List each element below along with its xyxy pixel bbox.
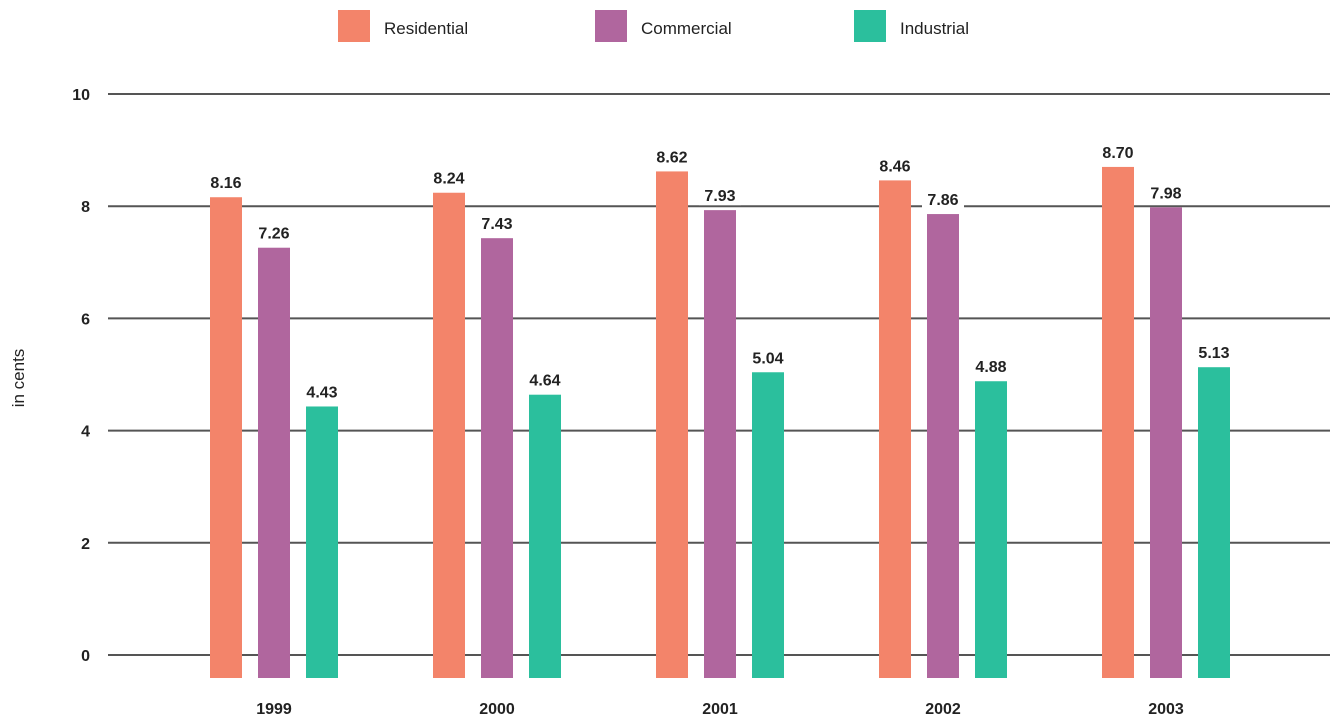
bars [210,166,1230,679]
y-tick-label: 10 [72,87,90,104]
y-axis-ticks: 0 2 4 6 8 10 [72,87,90,665]
legend: Residential Commercial Industrial [338,10,969,42]
bar-industrial-2001 [752,372,784,678]
y-tick-label: 6 [81,311,90,328]
data-label: 4.43 [306,384,337,401]
data-label-background [651,144,693,167]
data-label-background [301,379,343,402]
bar-residential-2000 [433,192,465,678]
x-tick-label: 1999 [256,701,292,718]
bar-commercial-2003 [1150,207,1182,678]
data-label-background [747,345,789,368]
legend-swatch-residential [338,10,370,42]
bar-residential-2001 [656,171,688,678]
data-label-background [922,187,964,210]
bar-commercial-2001 [704,210,736,678]
data-label: 7.98 [1150,185,1181,202]
bar-industrial-2003 [1198,367,1230,678]
data-label: 7.26 [258,226,289,243]
data-label-background [476,211,518,234]
x-tick-label: 2000 [479,701,515,718]
data-label-background [1145,180,1187,203]
data-label: 8.24 [433,171,464,188]
y-tick-label: 2 [81,536,90,553]
data-labels: 8.16 7.26 4.43 8.24 7.43 4.64 8.62 7.93 5.04 8.46… [205,139,1235,402]
data-label-background [1193,340,1235,363]
data-label-background [428,165,470,188]
x-tick-label: 2003 [1148,701,1184,718]
data-label-background [1097,139,1139,162]
y-axis-title: in cents [9,349,28,408]
x-tick-label: 2002 [925,701,961,718]
data-label-background [205,170,247,193]
legend-label-industrial: Industrial [900,19,969,38]
bar-commercial-2002 [927,214,959,678]
bar-commercial-2000 [481,238,513,678]
bar-industrial-1999 [306,406,338,678]
data-label-background [874,153,916,176]
bar-industrial-2000 [529,394,561,678]
data-label-background [970,354,1012,377]
legend-label-commercial: Commercial [641,19,732,38]
data-label-background [253,220,295,243]
y-tick-label: 4 [81,424,90,441]
data-label: 5.13 [1198,345,1229,362]
data-label: 7.86 [927,192,958,209]
y-tick-label: 8 [81,199,90,216]
legend-label-residential: Residential [384,19,468,38]
data-label-background [524,367,566,390]
data-label: 4.64 [529,373,560,390]
data-label: 7.93 [704,188,735,205]
data-label: 8.46 [879,158,910,175]
bar-commercial-1999 [258,247,290,679]
legend-swatch-industrial [854,10,886,42]
data-label: 7.43 [481,216,512,233]
bar-residential-1999 [210,197,242,678]
x-tick-label: 2001 [702,701,738,718]
legend-swatch-commercial [595,10,627,42]
y-tick-label: 0 [81,648,90,665]
bar-residential-2002 [879,180,911,679]
data-label: 8.70 [1102,145,1133,162]
data-label-background [699,183,741,206]
data-label: 4.88 [975,359,1006,376]
x-axis-ticks: 1999 2000 2001 2002 2003 [256,701,1184,718]
bar-residential-2003 [1102,166,1134,678]
bar-industrial-2002 [975,381,1007,678]
data-label: 8.16 [210,175,241,192]
data-label: 8.62 [656,149,687,166]
data-label: 5.04 [752,350,783,367]
